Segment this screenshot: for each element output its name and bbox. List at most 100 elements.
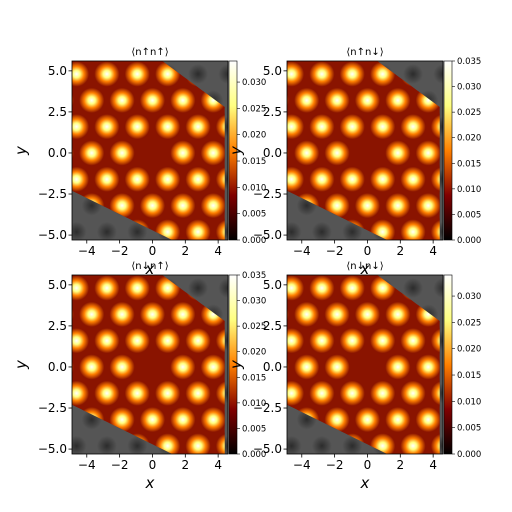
density-peak [181,162,215,196]
background-spot [479,462,499,482]
density-peak [196,402,225,437]
colorbar-tick-label: 0.030 [457,83,481,93]
density-peak [211,323,225,358]
density-peak [365,429,400,454]
y-axis-label: y [12,145,30,156]
density-peak [472,245,505,278]
background-spot [479,252,499,272]
colorbar-tick-label: 0.010 [242,183,266,193]
density-peak [287,323,309,358]
background-spot [51,462,71,482]
density-peak [487,324,512,357]
density-peak [120,275,154,305]
background-spot [294,38,314,58]
y-tick-label: 0.0 [48,360,67,374]
background-spot [264,252,284,272]
density-peak [181,215,215,240]
background-spot [494,278,512,298]
background-spot [72,221,87,240]
y-tick-label: 5.0 [263,278,282,292]
density-peak [14,241,47,274]
panel-1: −4 −2 0 2 4 5.0 2.5 0.0 −2.5 −5.0 x y ⟨n↑n↑⟩ 0.000 0.0… [0,5,314,294]
density-peak [90,275,124,305]
colorbar-tick-label: 0.005 [242,424,266,434]
x-tick-label: 0 [149,458,157,472]
panel-title: ⟨n↑n↓⟩ [346,47,383,58]
background-spot [279,11,299,31]
colorbar-tick-label: 0.010 [242,399,266,409]
density-peak [0,324,2,357]
background-spot [479,38,499,58]
density-peak [503,84,512,117]
density-peak [305,376,339,410]
background-spot [494,274,512,294]
density-peak [0,271,32,304]
density-peak [442,245,475,278]
density-peak [60,482,93,512]
x-tick-label: −2 [111,244,129,258]
background-spot [342,488,362,508]
background-spot [234,38,254,58]
density-peak [14,298,47,331]
colorbar-tick-label: 0.025 [457,318,481,328]
panel-title: ⟨n↓n↓⟩ [346,261,383,272]
background-spot [6,488,26,508]
density-peak [426,323,440,358]
density-peak [487,482,512,512]
background-spot [96,221,117,240]
y-tick-label: 2.5 [263,105,282,119]
x-tick-label: −2 [111,458,129,472]
x-tick-label: 2 [396,244,404,258]
density-peak [320,83,354,118]
background-spot [175,38,195,58]
background-spot [0,143,11,163]
background-spot [158,488,178,508]
background-spot [494,11,512,31]
density-peak [411,275,440,279]
density-peak [166,61,200,65]
density-peak [396,482,429,512]
density-peak [227,241,260,274]
background-spot [266,248,286,268]
panel-4: −4 −2 0 2 4 5.0 2.5 0.0 −2.5 −5.0 x y ⟨n↓n↓⟩ 0.000 0.0… [221,245,512,512]
background-spot [221,488,241,508]
density-peak [305,109,339,144]
density-peak [90,61,124,91]
density-peak [0,429,2,462]
background-spot [287,221,302,240]
background-spot [97,488,117,508]
density-peak [244,5,277,38]
density-peak [303,482,336,512]
density-peak [197,455,230,488]
density-peak [72,376,94,410]
background-spot [403,488,423,508]
density-peak [0,482,32,512]
background-spot [449,462,469,482]
background-spot [281,11,301,31]
density-peak [0,403,17,436]
background-spot [342,221,363,240]
density-peak [381,188,415,223]
density-peak [289,83,324,118]
background-spot [403,64,424,85]
density-peak [350,297,385,332]
x-tick-label: 0 [364,458,372,472]
density-peak [335,162,369,196]
density-peak [244,482,277,512]
x-tick-label: 4 [214,458,222,472]
density-peak [457,482,490,512]
density-peak [74,83,109,118]
density-peak [335,109,369,144]
colorbar-tick-label: 0.005 [242,210,266,220]
density-peak [365,162,400,196]
density-peak [120,376,154,410]
panel-2: −4 −2 0 2 4 5.0 2.5 0.0 −2.5 −5.0 x y ⟨n↑n↓⟩ 0.000 0.0… [175,5,512,294]
density-peak [14,455,47,488]
density-peak [365,376,400,410]
background-spot [6,274,26,294]
density-peak [90,5,123,38]
density-peak [151,482,184,512]
background-spot [0,462,11,482]
density-peak [196,275,225,279]
density-peak [412,455,445,488]
